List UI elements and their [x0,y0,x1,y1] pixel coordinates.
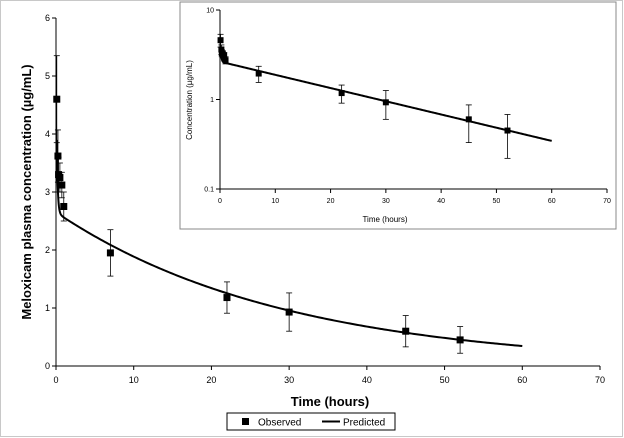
main-y-tick-label: 0 [45,361,50,371]
inset-x-tick-label: 70 [603,198,611,205]
main-y-tick-label: 4 [45,129,50,139]
inset-y-tick-label: 1 [210,97,214,104]
main-x-tick-label: 40 [362,375,372,385]
legend-observed-marker [242,418,249,425]
inset-x-tick-label: 50 [493,198,501,205]
inset-y-tick-label: 10 [206,7,214,14]
legend-box [226,412,396,431]
inset-observed-point [221,52,228,59]
inset-observed-point [338,90,345,97]
legend: Observed Predicted [226,412,396,431]
inset-observed-point [465,116,472,123]
inset-observed-point [217,37,224,44]
main-observed-point [285,308,293,316]
main-y-axis-label: Meloxicam plasma concentration (µg/mL) [19,64,34,319]
main-observed-point [402,327,410,335]
inset-x-tick-label: 0 [218,198,222,205]
inset-observed-point [255,70,262,77]
inset-observed-point [382,99,389,106]
main-observed-point [223,294,231,302]
inset-observed-point [222,57,229,64]
main-x-tick-label: 60 [517,375,527,385]
main-observed-point [60,203,68,210]
inset-x-tick-label: 20 [327,198,335,205]
main-x-tick-label: 20 [206,375,216,385]
main-observed-point [53,95,61,103]
main-observed-point [456,336,464,344]
inset-frame [179,1,617,230]
main-predicted-line [55,139,523,348]
inset-observed-point [504,127,511,134]
main-y-tick-label: 6 [45,13,50,23]
main-x-tick-label: 50 [440,375,450,385]
main-y-tick-label: 3 [45,187,50,197]
inset-x-tick-label: 60 [548,198,556,205]
inset-x-tick-label: 40 [437,198,445,205]
inset-plot: 0 10 20 30 40 50 60 70 0.1 1 10 [204,7,611,205]
main-observed-point [106,249,114,257]
main-observed-point [54,152,62,160]
inset-y-axis-label: Concentration (µg/mL) [185,60,194,140]
main-observed-point [58,181,66,189]
main-observed-point [56,174,64,181]
main-x-tick-label: 10 [129,375,139,385]
inset-x-tick-label: 30 [382,198,390,205]
inset-x-tick-label: 10 [271,198,279,205]
main-y-tick-label: 2 [45,245,50,255]
legend-predicted-label: Predicted [343,418,385,429]
main-x-tick-label: 0 [53,375,58,385]
inset-predicted-line [219,46,552,142]
main-y-tick-label: 1 [45,303,50,313]
main-x-axis-label: Time (hours) [291,394,370,409]
main-x-tick-label: 30 [284,375,294,385]
legend-observed-label: Observed [258,418,301,429]
main-x-tick-label: 70 [595,375,605,385]
main-y-tick-label: 5 [45,71,50,81]
inset-y-tick-label: 0.1 [204,186,214,193]
inset-x-axis-label: Time (hours) [362,215,407,224]
